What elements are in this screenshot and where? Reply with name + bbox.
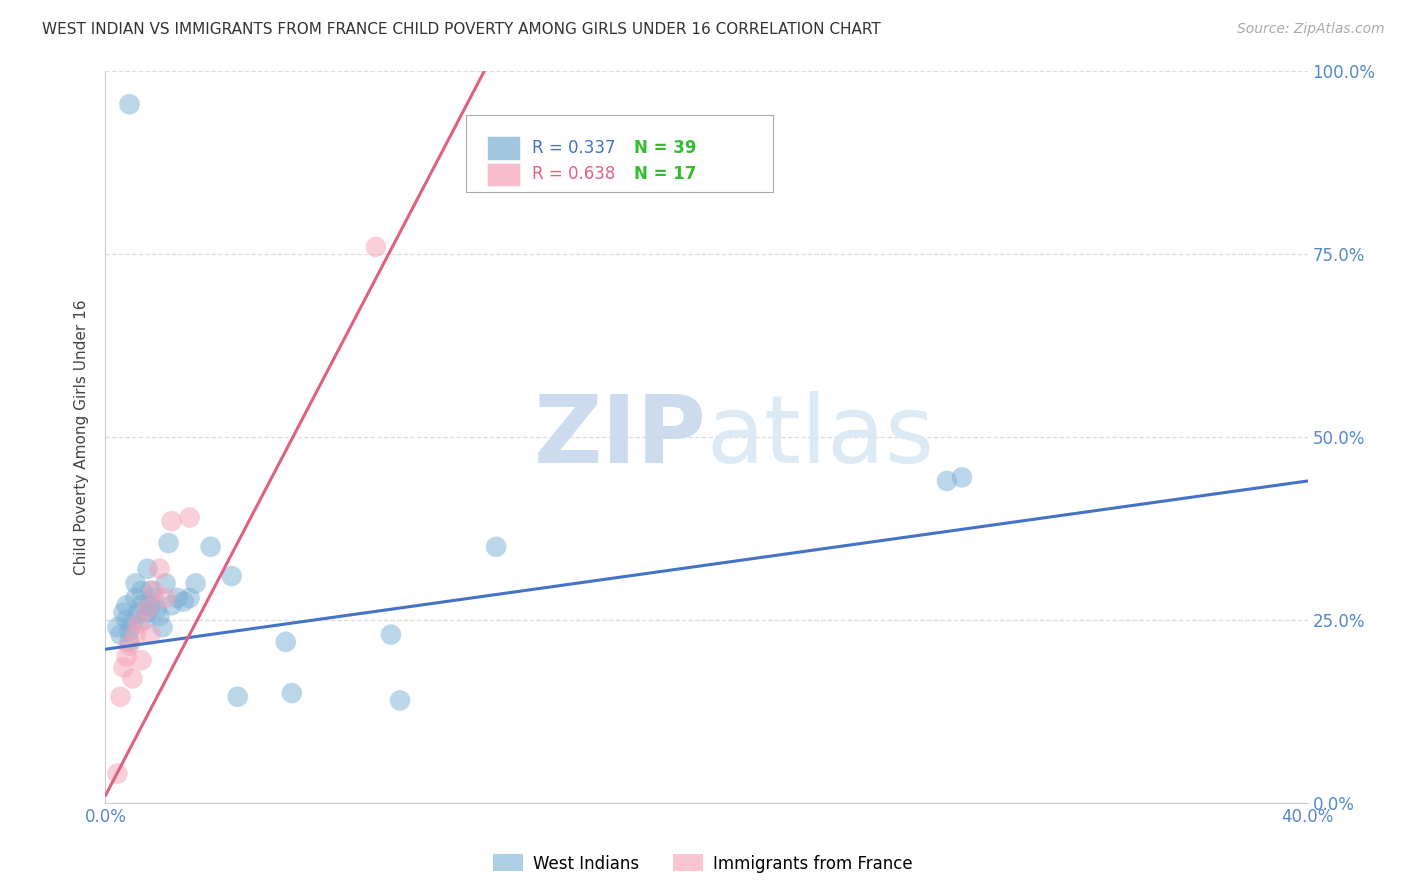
Point (155, 591, 177, 605)
Point (380, 627, 402, 641)
FancyBboxPatch shape (465, 115, 773, 192)
Point (107, 620, 129, 634)
Point (136, 562, 159, 576)
Point (139, 627, 162, 641)
Point (136, 606, 159, 620)
Point (118, 624, 141, 638)
Point (128, 616, 150, 631)
Point (115, 649, 138, 664)
Point (107, 766, 129, 780)
Point (134, 613, 156, 627)
Text: Source: ZipAtlas.com: Source: ZipAtlas.com (1237, 22, 1385, 37)
Text: N = 17: N = 17 (634, 166, 697, 184)
Point (936, 474, 959, 488)
FancyBboxPatch shape (486, 136, 520, 160)
Point (124, 591, 146, 605)
Point (118, 639, 141, 653)
Point (281, 686, 304, 700)
Point (124, 576, 146, 591)
Point (388, 693, 411, 707)
Point (118, 97, 141, 112)
Point (221, 569, 243, 583)
Point (152, 620, 174, 634)
Point (121, 672, 143, 686)
Point (121, 616, 143, 631)
Text: R = 0.337: R = 0.337 (533, 139, 616, 157)
Point (112, 660, 135, 674)
Point (131, 583, 153, 598)
Point (131, 653, 153, 667)
Point (124, 627, 146, 641)
Point (139, 599, 162, 613)
Text: R = 0.638: R = 0.638 (533, 166, 616, 184)
Point (364, 240, 387, 254)
Text: N = 39: N = 39 (634, 139, 697, 157)
Point (157, 536, 180, 550)
Point (128, 606, 150, 620)
Legend: West Indians, Immigrants from France: West Indians, Immigrants from France (486, 847, 920, 880)
Point (110, 627, 132, 641)
Point (118, 635, 141, 649)
Point (184, 576, 207, 591)
Point (160, 599, 183, 613)
Point (145, 602, 167, 616)
Y-axis label: Child Poverty Among Girls Under 16: Child Poverty Among Girls Under 16 (75, 300, 90, 574)
Point (166, 591, 188, 605)
Point (173, 594, 195, 608)
Text: ZIP: ZIP (534, 391, 707, 483)
Point (139, 583, 162, 598)
Point (160, 514, 183, 528)
Point (148, 562, 170, 576)
Text: WEST INDIAN VS IMMIGRANTS FROM FRANCE CHILD POVERTY AMONG GIRLS UNDER 16 CORRELA: WEST INDIAN VS IMMIGRANTS FROM FRANCE CH… (42, 22, 882, 37)
Point (950, 470, 973, 484)
Point (179, 510, 201, 524)
FancyBboxPatch shape (486, 162, 520, 186)
Text: atlas: atlas (707, 391, 935, 483)
Point (485, 540, 508, 554)
Point (110, 690, 132, 704)
Point (226, 690, 249, 704)
Point (148, 609, 170, 624)
Point (155, 576, 177, 591)
Point (200, 540, 222, 554)
Point (115, 613, 138, 627)
Point (274, 635, 297, 649)
Point (179, 591, 201, 605)
Point (136, 602, 159, 616)
Point (112, 606, 135, 620)
Point (142, 591, 165, 605)
Point (131, 599, 153, 613)
Point (115, 599, 138, 613)
Point (142, 583, 165, 598)
